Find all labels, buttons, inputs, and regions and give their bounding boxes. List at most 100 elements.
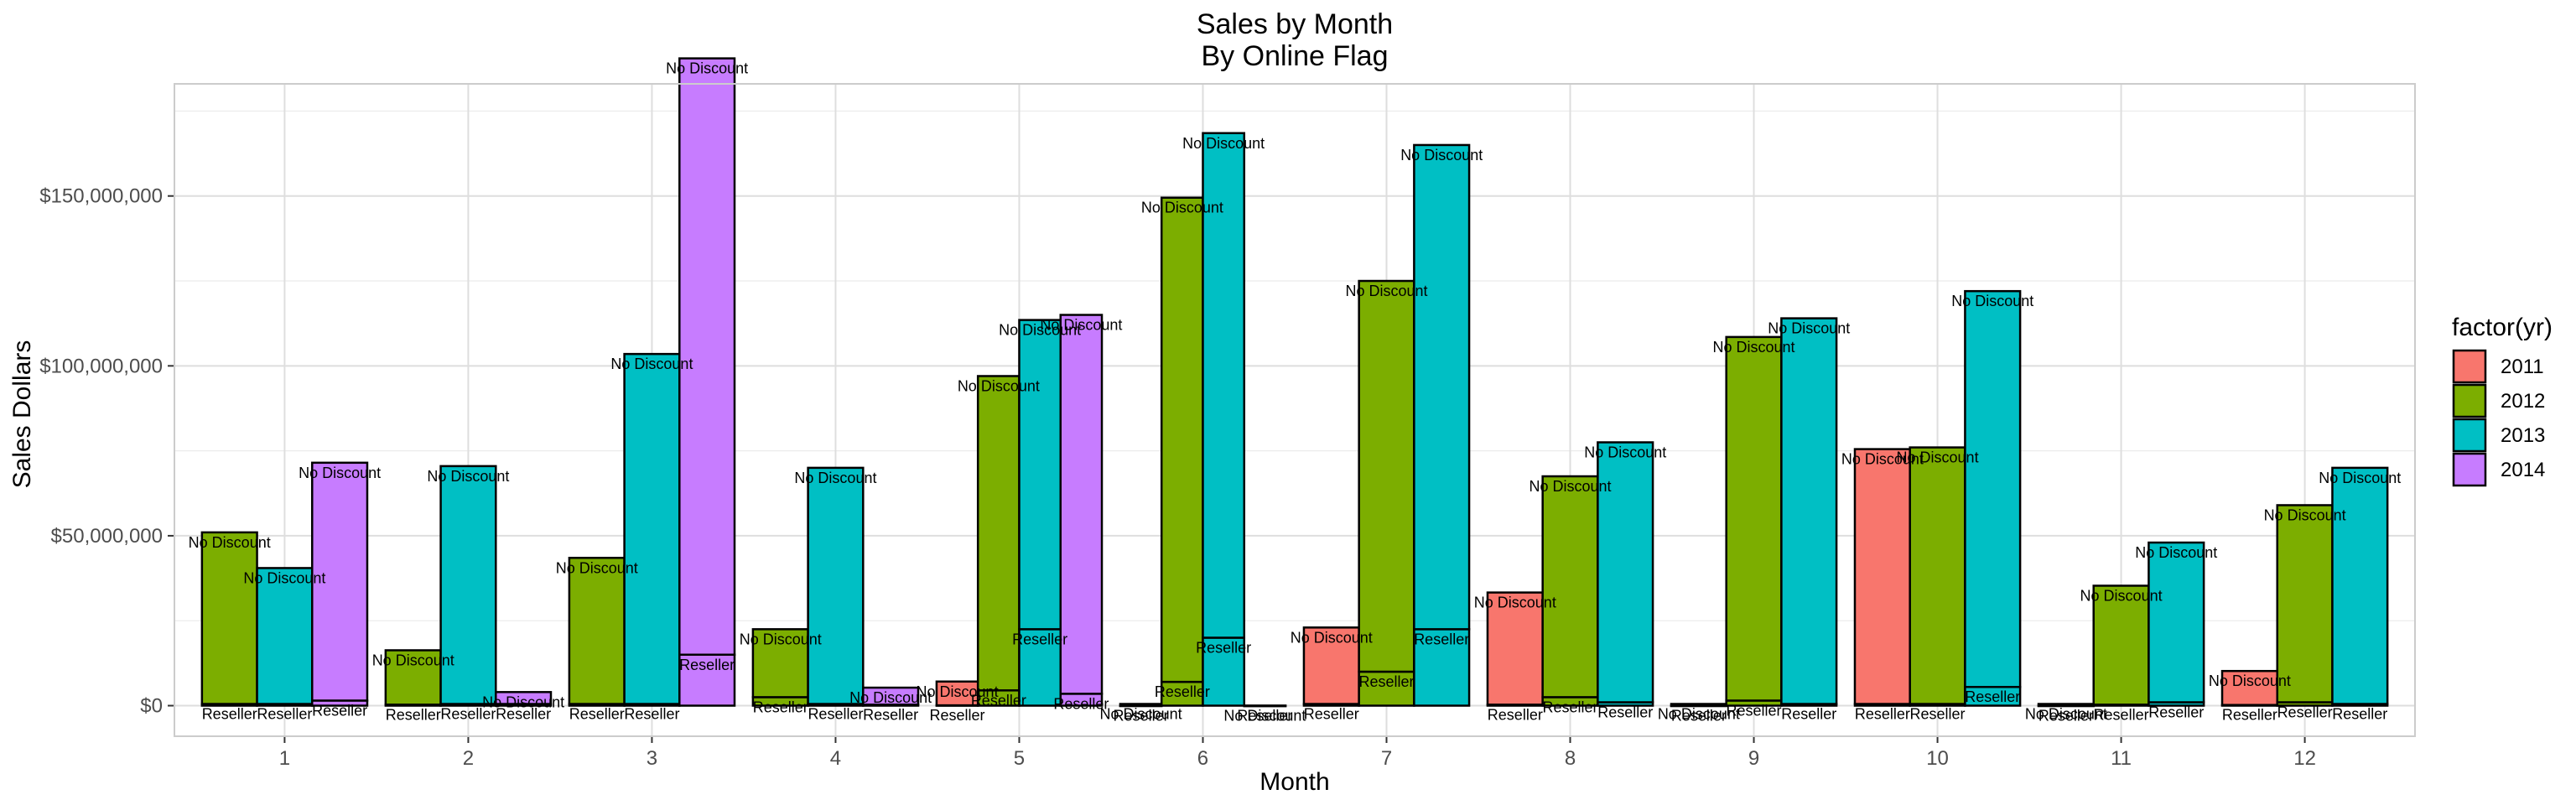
bar-no-discount-segment: [1202, 132, 1246, 639]
bar-reseller-segment: [1413, 628, 1471, 707]
data-label-no-discount: No Discount: [1897, 449, 1979, 466]
data-label-no-discount: No Discount: [1291, 629, 1373, 646]
data-label-reseller: Reseller: [202, 706, 257, 723]
data-label-reseller: Reseller: [1965, 688, 2020, 705]
data-label-reseller: Reseller: [1855, 706, 1910, 723]
data-label-reseller: Reseller: [1671, 708, 1727, 724]
data-label-reseller: Reseller: [863, 706, 918, 723]
y-axis-title: Sales Dollars: [8, 340, 36, 489]
data-label-no-discount: No Discount: [917, 683, 999, 700]
data-label-reseller: Reseller: [1358, 673, 1414, 690]
bar-no-discount-segment: [2331, 466, 2389, 705]
bar-no-discount-segment: [2092, 584, 2150, 706]
bar-no-discount-segment: [2148, 541, 2205, 704]
panel-border: [174, 83, 2416, 737]
data-label-no-discount: No Discount: [372, 652, 454, 668]
bar-no-discount-segment: [2276, 504, 2334, 704]
data-label-reseller: Reseller: [569, 706, 625, 723]
data-label-reseller: Reseller: [2222, 707, 2277, 724]
data-label-reseller: Reseller: [930, 707, 985, 724]
data-label-no-discount: No Discount: [794, 470, 876, 486]
bar-no-discount-segment: [976, 375, 1021, 692]
bar-no-discount-segment: [1597, 441, 1654, 704]
data-label-no-discount: No Discount: [2319, 470, 2401, 486]
legend-key-2011: [2452, 349, 2487, 384]
bar-no-discount-segment: [1413, 143, 1471, 631]
data-label-reseller: Reseller: [496, 706, 551, 723]
data-label-reseller: Reseller: [257, 706, 312, 723]
bar-no-discount-segment: [2220, 669, 2278, 706]
legend-label-2013: 2013: [2501, 424, 2545, 447]
data-label-no-discount: No Discount: [1951, 293, 2033, 309]
x-tick-label: 8: [1565, 747, 1576, 770]
data-label-no-discount: No Discount: [849, 689, 932, 706]
data-label-no-discount: No Discount: [1100, 706, 1182, 723]
bar-no-discount-segment: [384, 649, 442, 706]
bar-reseller-segment: [678, 653, 736, 707]
data-label-reseller: Reseller: [386, 706, 441, 723]
data-label-no-discount: No Discount: [1584, 444, 1666, 460]
x-tick-label: 4: [830, 747, 841, 770]
data-label-no-discount: No Discount: [482, 693, 564, 710]
data-label-no-discount: No Discount: [2025, 706, 2107, 723]
x-axis-title: Month: [1259, 768, 1329, 796]
data-label-reseller: Reseller: [2332, 706, 2387, 723]
bar-no-discount-segment: [1160, 196, 1204, 683]
data-label-reseller: Reseller: [1543, 699, 1598, 715]
bar-reseller-segment: [1202, 636, 1246, 707]
data-label-no-discount: No Discount: [1040, 317, 1122, 334]
y-tick-label: $100,000,000: [39, 355, 163, 377]
data-label-no-discount: No Discount: [1400, 147, 1483, 164]
bar-no-discount-segment: [1059, 314, 1104, 695]
legend: factor(yr) 2011 2012 2013 2014: [2452, 314, 2553, 487]
legend-title: factor(yr): [2452, 314, 2553, 341]
x-tick-label: 11: [2111, 747, 2132, 770]
x-tick-label: 9: [1748, 747, 1759, 770]
data-label-no-discount: No Discount: [1141, 200, 1223, 216]
data-label-no-discount: No Discount: [999, 322, 1081, 339]
legend-label-2014: 2014: [2501, 459, 2545, 481]
x-tick-label: 10: [1926, 747, 1949, 770]
chart-title: Sales by Month: [1197, 8, 1393, 40]
bar-no-discount-segment: [1358, 279, 1415, 673]
data-label-reseller: Reseller: [1781, 706, 1836, 723]
bar-no-discount-segment: [568, 557, 626, 705]
x-tick-label: 6: [1197, 747, 1208, 770]
bar-no-discount-segment: [1018, 319, 1062, 631]
data-label-reseller: Reseller: [679, 657, 735, 673]
data-label-no-discount: No Discount: [610, 356, 693, 372]
data-label-no-discount: No Discount: [2264, 506, 2346, 523]
bar-no-discount-segment: [495, 691, 553, 705]
data-label-no-discount: No Discount: [1474, 595, 1556, 611]
data-label-no-discount: No Discount: [1223, 708, 1306, 724]
data-label-reseller: Reseller: [1597, 704, 1653, 720]
data-label-reseller: Reseller: [2094, 706, 2149, 723]
data-label-no-discount: No Discount: [666, 60, 748, 77]
data-label-reseller: Reseller: [1114, 708, 1169, 724]
legend-label-2011: 2011: [2501, 356, 2544, 378]
data-label-no-discount: No Discount: [2080, 587, 2163, 604]
bar-no-discount-segment: [807, 466, 865, 705]
data-label-reseller: Reseller: [753, 699, 808, 715]
bar-no-discount-segment: [1909, 446, 1966, 705]
x-tick-label: 1: [279, 747, 290, 770]
bar-no-discount-segment: [1243, 704, 1287, 708]
x-tick-label: 2: [463, 747, 474, 770]
data-label-reseller: Reseller: [1727, 702, 1782, 719]
x-tick-label: 12: [2293, 747, 2316, 770]
data-label-reseller: Reseller: [1304, 706, 1359, 723]
data-label-reseller: Reseller: [1910, 706, 1966, 723]
legend-label-2012: 2012: [2501, 390, 2545, 413]
bars: [200, 57, 2389, 708]
x-tick-label: 7: [1381, 747, 1392, 770]
legend-key-2013: [2452, 418, 2487, 453]
bar-no-discount-segment: [1964, 289, 2022, 688]
data-label-no-discount: No Discount: [1658, 706, 1740, 723]
data-label-reseller: Reseller: [2277, 704, 2333, 720]
data-label-reseller: Reseller: [1155, 683, 1210, 700]
y-tick-label: $50,000,000: [51, 525, 163, 548]
data-label-no-discount: No Discount: [1768, 320, 1850, 337]
